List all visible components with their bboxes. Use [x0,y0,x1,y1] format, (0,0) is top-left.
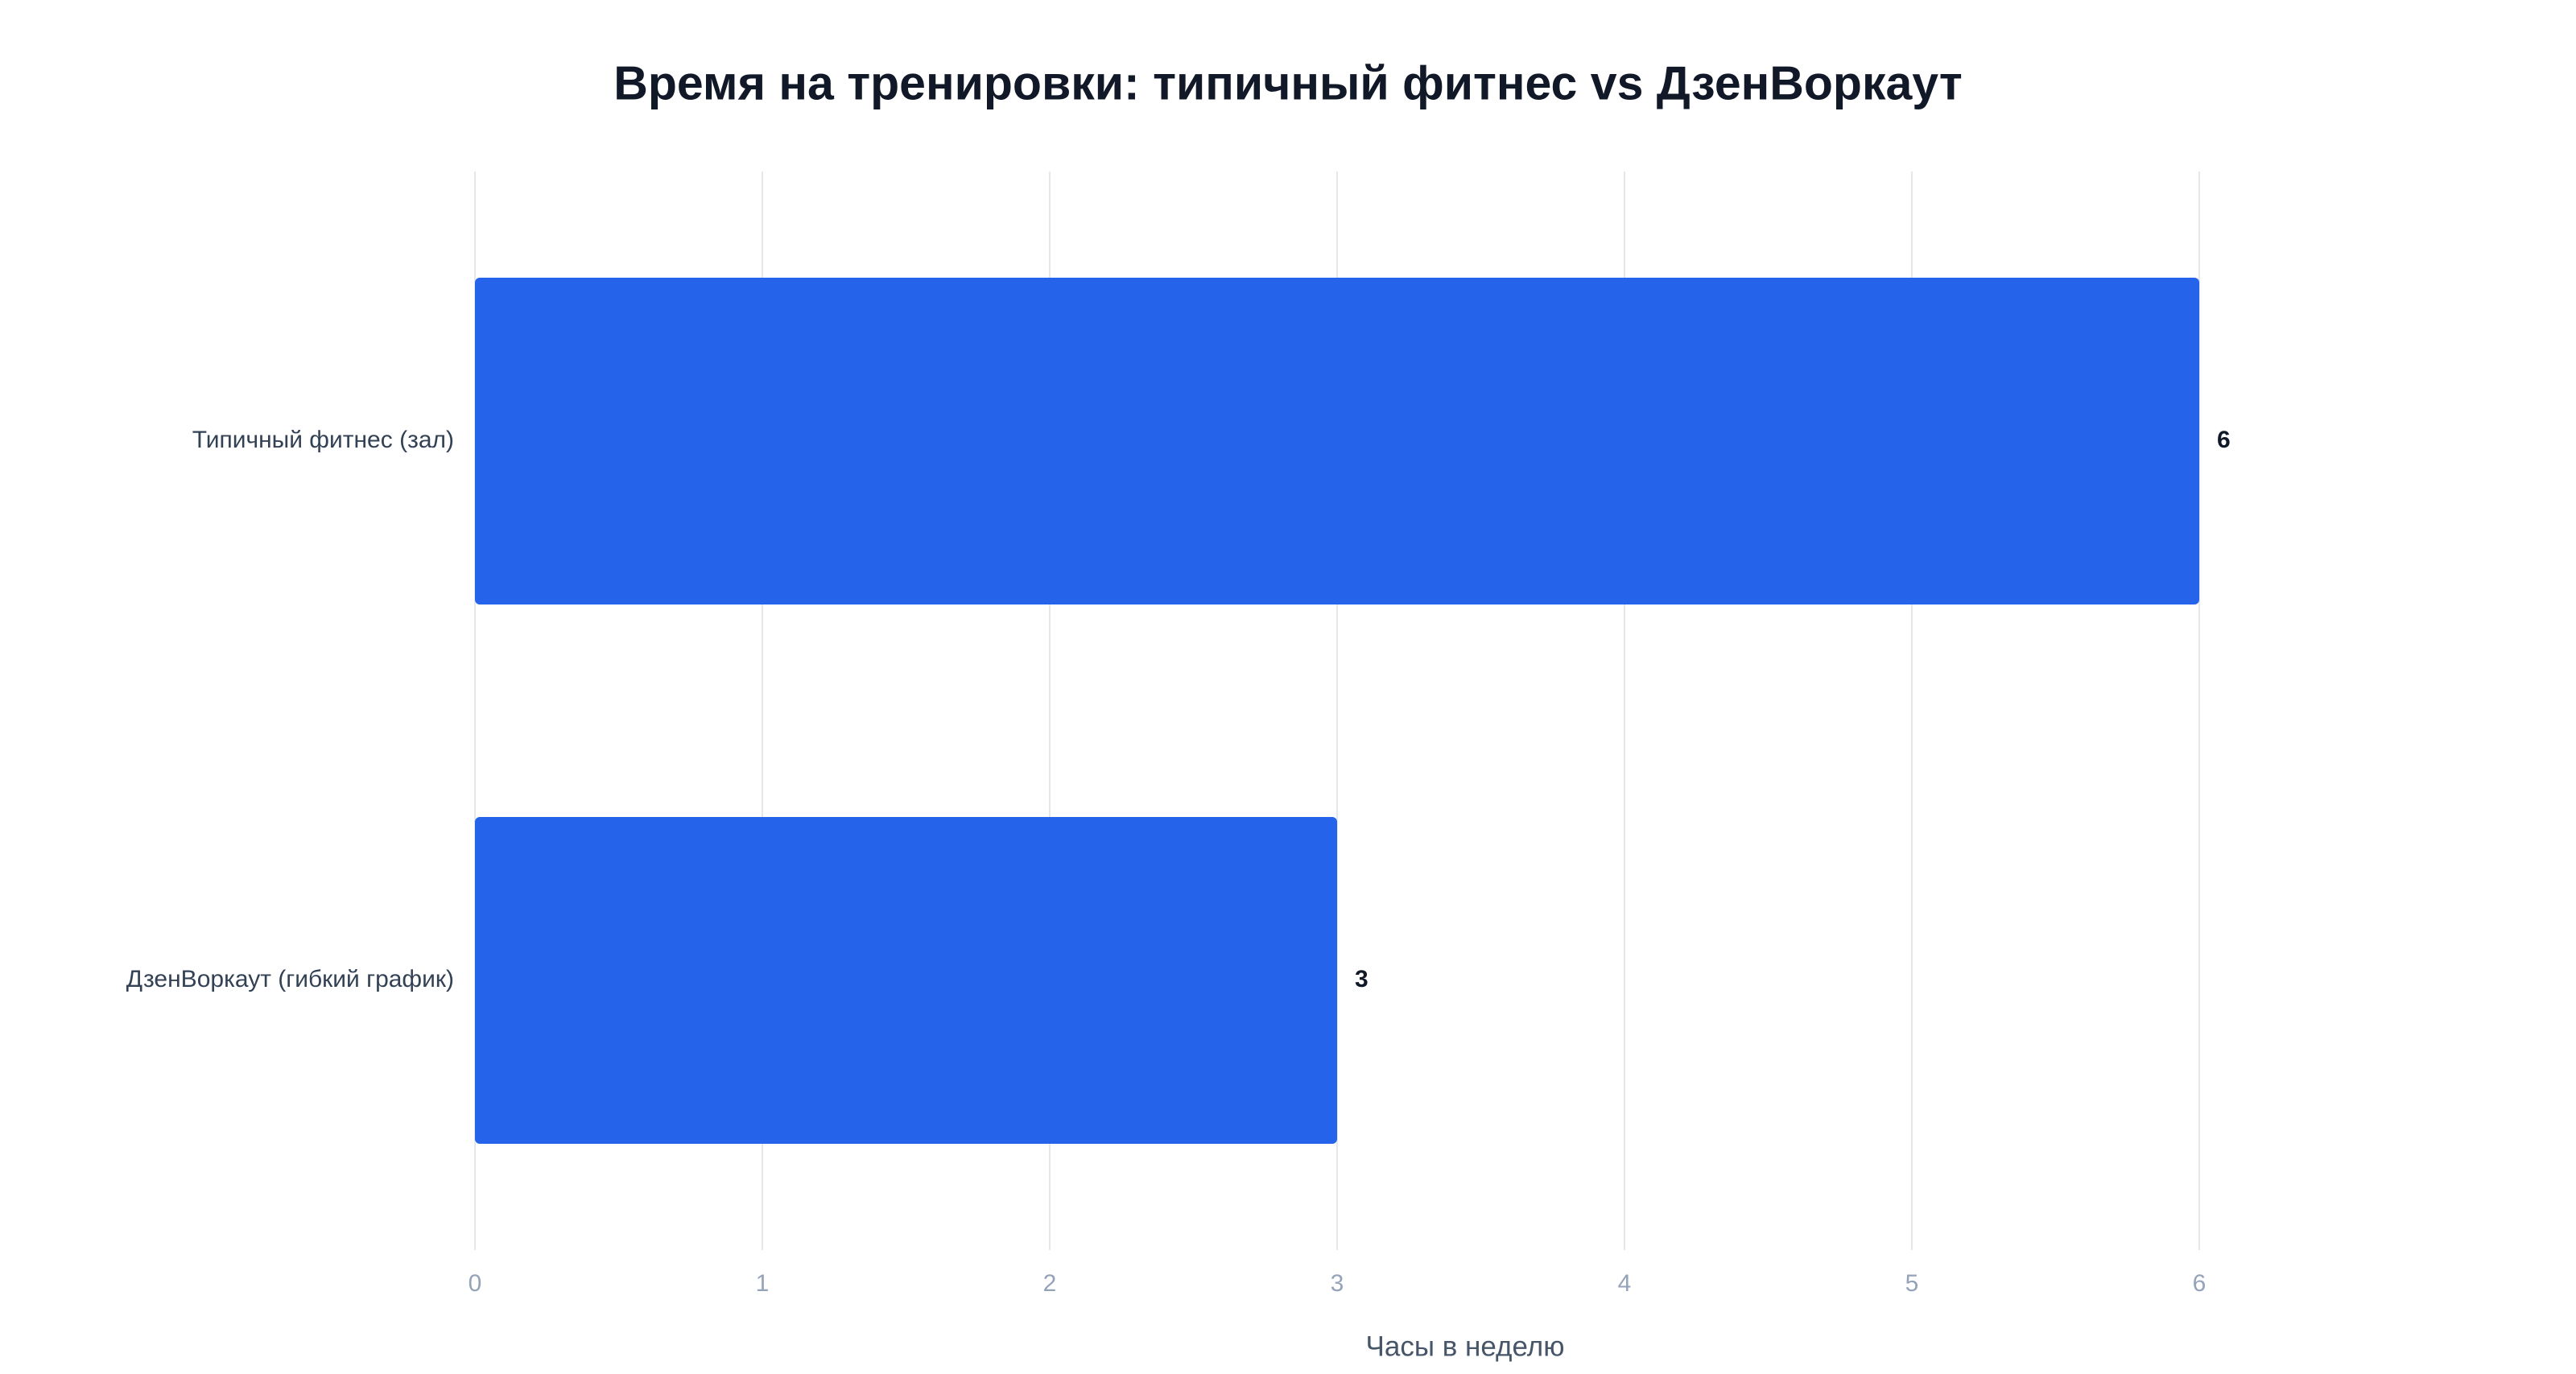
bar-1 [475,817,1337,1144]
labels: 0 1 2 3 4 5 6 Типичный фитнес (зал) 6 ДзенВоркаут… [126,427,2231,1297]
x-tick-label-3: 3 [1331,1270,1344,1297]
x-tick-label-6: 6 [2193,1270,2207,1297]
x-tick-label-0: 0 [469,1270,482,1297]
x-tick-label-2: 2 [1043,1270,1057,1297]
bars [475,278,2199,1144]
x-axis-title: Часы в неделю [1366,1331,1565,1362]
bar-0 [475,278,2199,604]
chart-title: Время на тренировки: типичный фитнес vs … [613,57,1962,110]
x-tick-label-1: 1 [756,1270,770,1297]
x-tick-label-5: 5 [1905,1270,1919,1297]
value-label-0: 6 [2217,427,2231,453]
category-label-0: Типичный фитнес (зал) [192,427,454,453]
category-label-1: ДзенВоркаут (гибкий график) [126,966,454,992]
value-label-1: 3 [1355,966,1368,992]
x-tick-label-4: 4 [1618,1270,1632,1297]
